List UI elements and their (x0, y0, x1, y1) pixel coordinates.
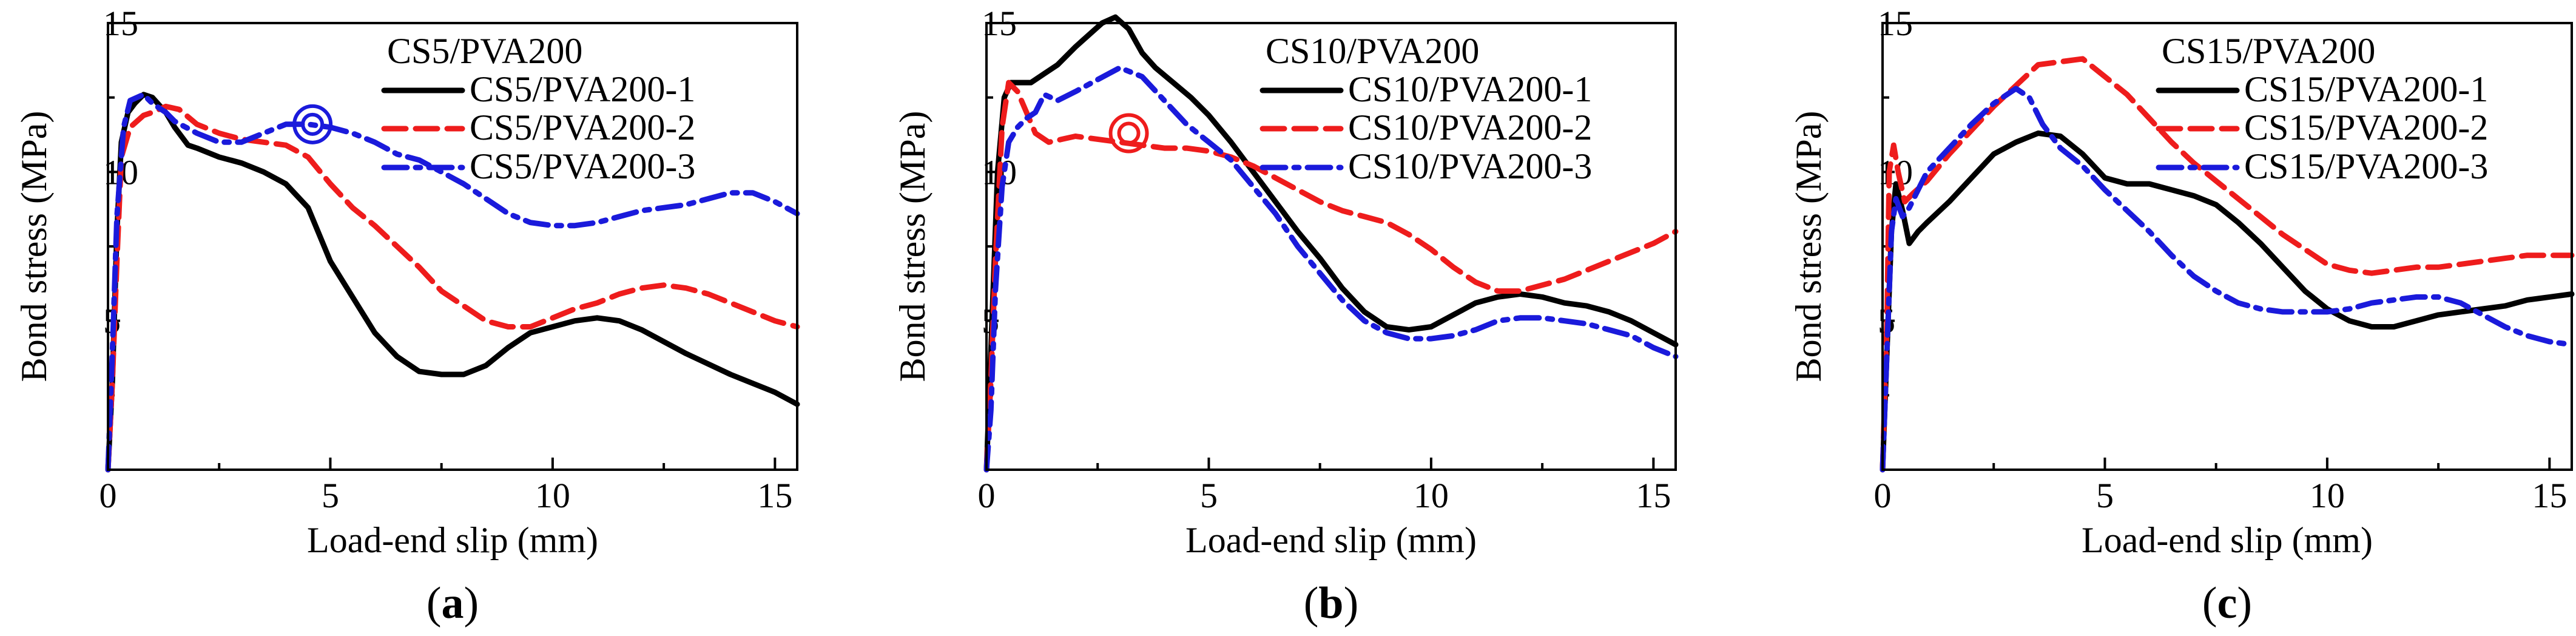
panel-b-x-tick-label: 0 (978, 476, 996, 515)
panel-b-series-3-line (983, 65, 1679, 473)
panel-c-series-1-line (1880, 130, 2575, 473)
panel-a-legend-label-1: CS5/PVA200-1 (470, 69, 695, 109)
panel-c-legend-label-2: CS15/PVA200-2 (2244, 107, 2488, 147)
panel-a-markers (292, 104, 333, 144)
panel-b-x-tick-label: 15 (1636, 476, 1671, 515)
panel-c-letter: (c) (2202, 578, 2252, 628)
panel-a-x-tick-label: 15 (757, 476, 792, 515)
panel-c-y-axis-title: Bond stress (MPa) (1789, 111, 1829, 382)
panel-b-title: CS10/PVA200 (1266, 31, 1479, 71)
panel-c-x-tick-label: 15 (2532, 476, 2567, 515)
panel-b-series-1-line (983, 14, 1679, 473)
panel-b-legend: CS10/PVA200-1 CS10/PVA200-2 CS10/PVA200-… (1259, 69, 1592, 186)
panel-c-legend-label-3: CS15/PVA200-3 (2244, 146, 2488, 186)
panel-a-series-3-line (105, 92, 800, 473)
panel-b-letter-text: b (1318, 578, 1343, 628)
panel-c-plot-frame (1881, 22, 2573, 471)
panel-c-title: CS15/PVA200 (2162, 31, 2375, 71)
panel-c-x-axis-title: Load-end slip (mm) (2082, 520, 2373, 560)
panel-a-series-2-line (105, 103, 800, 473)
panel-a-y-axis-title: Bond stress (MPa) (14, 111, 54, 382)
panel-a-series (105, 92, 800, 473)
panel-b-letter: (b) (1304, 578, 1358, 628)
panel-c-series (1880, 56, 2575, 473)
panel-b-x-tick-label: 5 (1200, 476, 1218, 515)
panel-a-legend: CS5/PVA200-1 CS5/PVA200-2 CS5/PVA200-3 (381, 69, 695, 186)
panel-b-y-axis-title: Bond stress (MPa) (892, 111, 932, 382)
panel-c-x-tick-label: 0 (1874, 476, 1892, 515)
panel-c-letter-text: c (2217, 578, 2237, 628)
panel-c-legend: CS15/PVA200-1 CS15/PVA200-2 CS15/PVA200-… (2156, 69, 2488, 186)
panel-a-x-tick-label: 0 (99, 476, 117, 515)
panel-a-peak-marker-outer (292, 104, 333, 144)
panel-c-x-tick-label: 10 (2310, 476, 2345, 515)
panel-b-x-axis-title: Load-end slip (mm) (1185, 520, 1477, 560)
panel-a-letter: (a) (427, 578, 479, 628)
panel-b-peak-marker-outer (1108, 113, 1149, 154)
panel-b-x-tick-label: 10 (1414, 476, 1449, 515)
panel-a-x-axis-title: Load-end slip (mm) (307, 520, 598, 560)
panel-b-peak-marker-inner (1117, 121, 1141, 145)
panel-a-peak-marker-inner (301, 112, 325, 136)
panel-b-legend-label-2: CS10/PVA200-2 (1348, 107, 1592, 147)
panel-b-legend-label-3: CS10/PVA200-3 (1348, 146, 1592, 186)
panel-c-series-3-line (1880, 86, 2575, 473)
panel-b-series (983, 14, 1679, 473)
panel-b-markers (1108, 113, 1149, 154)
panel-a-legend-label-3: CS5/PVA200-3 (470, 146, 695, 186)
panel-c-x-tick-label: 5 (2096, 476, 2114, 515)
panel-a-legend-label-2: CS5/PVA200-2 (470, 107, 695, 147)
panel-c-legend-label-1: CS15/PVA200-1 (2244, 69, 2488, 109)
panel-a-x-tick-label: 5 (322, 476, 339, 515)
panel-b-legend-label-1: CS10/PVA200-1 (1348, 69, 1592, 109)
panel-a-x-tick-label: 10 (535, 476, 570, 515)
panel-b-plot-frame (985, 22, 1677, 471)
panel-a-title: CS5/PVA200 (387, 31, 582, 71)
panel-a-plot-frame (107, 22, 798, 471)
panel-a-letter-text: a (442, 578, 464, 628)
